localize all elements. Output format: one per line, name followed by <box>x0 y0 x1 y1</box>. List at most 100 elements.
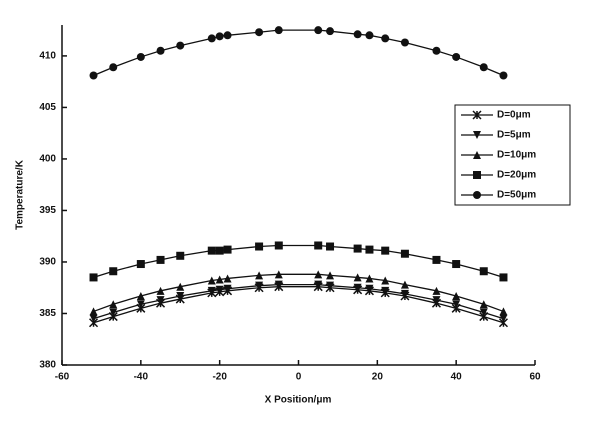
marker <box>499 71 508 80</box>
y-tick-label: 400 <box>39 154 56 165</box>
marker <box>215 285 224 294</box>
marker <box>400 249 409 258</box>
x-tick-label: 60 <box>529 372 541 383</box>
marker <box>109 300 118 309</box>
series-line <box>93 273 504 313</box>
marker <box>274 26 283 35</box>
marker <box>432 296 441 305</box>
y-tick-label: 405 <box>39 102 56 113</box>
marker <box>326 271 335 280</box>
marker <box>452 52 461 61</box>
marker <box>353 273 362 282</box>
marker <box>473 151 481 159</box>
x-tick-label: 20 <box>372 372 384 383</box>
marker <box>176 251 185 260</box>
marker <box>479 300 488 309</box>
marker <box>473 131 481 139</box>
marker <box>400 38 409 47</box>
marker <box>215 32 224 41</box>
marker <box>473 191 481 199</box>
marker <box>176 282 185 291</box>
marker <box>207 34 216 43</box>
marker <box>499 307 508 316</box>
marker <box>109 63 118 72</box>
marker <box>499 273 508 282</box>
marker <box>499 314 508 323</box>
series-line <box>93 286 504 324</box>
marker <box>255 271 264 280</box>
marker <box>156 296 165 305</box>
legend-label: D=0μm <box>497 110 531 121</box>
marker <box>479 308 488 317</box>
marker <box>353 30 362 39</box>
marker <box>223 284 232 293</box>
marker <box>381 246 390 255</box>
series-line <box>93 283 504 320</box>
marker <box>156 255 165 264</box>
legend-label: D=20μm <box>497 170 536 181</box>
x-tick-label: 0 <box>296 372 302 383</box>
marker <box>156 46 165 55</box>
x-tick-label: -60 <box>55 372 70 383</box>
marker <box>400 289 409 298</box>
marker <box>176 41 185 50</box>
marker <box>136 260 145 269</box>
marker <box>479 267 488 276</box>
marker <box>432 286 441 295</box>
marker <box>274 270 283 279</box>
x-tick-label: -40 <box>134 372 149 383</box>
legend-label: D=10μm <box>497 150 536 161</box>
marker <box>223 274 232 283</box>
marker <box>215 275 224 284</box>
y-tick-label: 410 <box>39 51 56 62</box>
marker <box>479 63 488 72</box>
marker <box>207 286 216 295</box>
marker <box>136 52 145 61</box>
marker <box>223 245 232 254</box>
marker <box>207 276 216 285</box>
marker <box>326 27 335 36</box>
marker <box>326 242 335 251</box>
marker <box>255 28 264 37</box>
marker <box>223 31 232 40</box>
x-axis-label: X Position/μm <box>265 395 332 406</box>
marker <box>452 260 461 269</box>
marker <box>314 270 323 279</box>
marker <box>472 110 482 120</box>
marker <box>274 241 283 250</box>
y-tick-label: 390 <box>39 257 56 268</box>
marker <box>89 307 98 316</box>
marker <box>89 314 98 323</box>
marker <box>314 26 323 35</box>
marker <box>400 280 409 289</box>
marker <box>365 31 374 40</box>
marker <box>381 276 390 285</box>
marker <box>452 300 461 309</box>
marker <box>207 246 216 255</box>
marker <box>473 171 481 179</box>
marker <box>255 281 264 290</box>
y-tick-label: 385 <box>39 308 56 319</box>
marker <box>452 291 461 300</box>
marker <box>176 291 185 300</box>
marker <box>136 300 145 309</box>
legend-label: D=5μm <box>497 130 531 141</box>
marker <box>215 246 224 255</box>
marker <box>109 267 118 276</box>
marker <box>89 71 98 80</box>
legend: D=0μm D=5μm D=10μm D=20μm D=50μm <box>454 104 571 206</box>
marker <box>109 308 118 317</box>
marker <box>326 281 335 290</box>
marker <box>136 291 145 300</box>
y-tick-label: 395 <box>39 205 56 216</box>
y-tick-label: 380 <box>39 360 56 371</box>
marker <box>432 46 441 55</box>
marker <box>274 280 283 289</box>
marker <box>432 255 441 264</box>
marker <box>365 284 374 293</box>
y-axis-label: Temperature/K <box>15 159 26 230</box>
marker <box>314 241 323 250</box>
marker <box>353 283 362 292</box>
